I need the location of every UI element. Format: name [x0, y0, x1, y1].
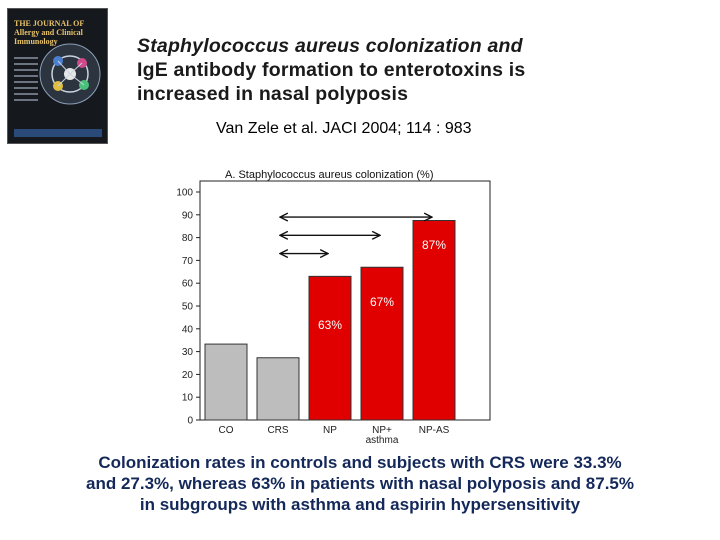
citation: Van Zele et al. JACI 2004; 114 : 983: [216, 120, 472, 137]
slide-title-line-1: Staphylococcus aureus colonization and: [137, 35, 523, 57]
slide-title: Staphylococcus aureus colonization and I…: [137, 34, 697, 106]
caption-line-3: in subgroups with asthma and aspirin hyp…: [139, 495, 581, 514]
y-tick-label: 70: [182, 256, 194, 267]
bar-annotations: 63% 67% 87%: [318, 238, 446, 332]
y-tick-label: 50: [182, 302, 194, 313]
x-tick-label: CO: [219, 425, 234, 436]
y-tick-label: 100: [176, 188, 193, 199]
cover-footer-band: [14, 129, 102, 137]
x-axis-labels: CO CRS NP NP+asthma NP-AS: [219, 425, 450, 446]
x-tick-label: CRS: [267, 425, 288, 436]
caption-line-1: Colonization rates in controls and subje…: [98, 453, 622, 472]
journal-cover: THE JOURNAL OF Allergy and Clinical Immu…: [7, 8, 108, 144]
cover-title-line: Immunology: [14, 37, 58, 46]
colonization-bar-chart: A. Staphylococcus aureus colonization (%…: [176, 169, 491, 446]
comparison-arrows: [280, 217, 432, 253]
bars: [204, 220, 456, 421]
bar: [204, 343, 248, 421]
y-tick-label: 40: [182, 324, 194, 335]
y-axis: 0 10 20 30 40 50 60 70 80 90 100: [176, 188, 200, 427]
bar: [412, 220, 456, 421]
slide-title-line-2: IgE antibody formation to enterotoxins i…: [137, 59, 526, 81]
slide-title-line-3: increased in nasal polyposis: [137, 83, 409, 105]
x-tick-label: NP+: [372, 425, 392, 436]
y-tick-label: 20: [182, 370, 194, 381]
cover-text-lines: [14, 57, 38, 105]
y-tick-label: 30: [182, 347, 194, 358]
y-tick-label: 90: [182, 210, 194, 221]
cover-title-line: Allergy and Clinical: [14, 28, 83, 37]
y-tick-label: 80: [182, 233, 194, 244]
bar: [308, 275, 352, 421]
bar-annotation: 87%: [422, 238, 446, 252]
x-tick-label: NP-AS: [419, 425, 450, 436]
chart-title: A. Staphylococcus aureus colonization (%…: [225, 169, 434, 181]
caption: Colonization rates in controls and subje…: [20, 452, 700, 515]
y-tick-label: 10: [182, 393, 194, 404]
y-tick-label: 0: [187, 416, 193, 427]
bar: [360, 266, 404, 421]
y-tick-label: 60: [182, 279, 194, 290]
journal-cover-image: [39, 43, 101, 105]
bar-annotation: 63%: [318, 318, 342, 332]
bar-annotation: 67%: [370, 295, 394, 309]
journal-cover-title: THE JOURNAL OF Allergy and Clinical Immu…: [14, 19, 90, 46]
cover-title-line: THE JOURNAL OF: [14, 19, 85, 28]
x-tick-label: asthma: [366, 435, 399, 446]
x-tick-label: NP: [323, 425, 337, 436]
caption-line-2: and 27.3%, whereas 63% in patients with …: [86, 474, 634, 493]
bar: [256, 357, 300, 421]
